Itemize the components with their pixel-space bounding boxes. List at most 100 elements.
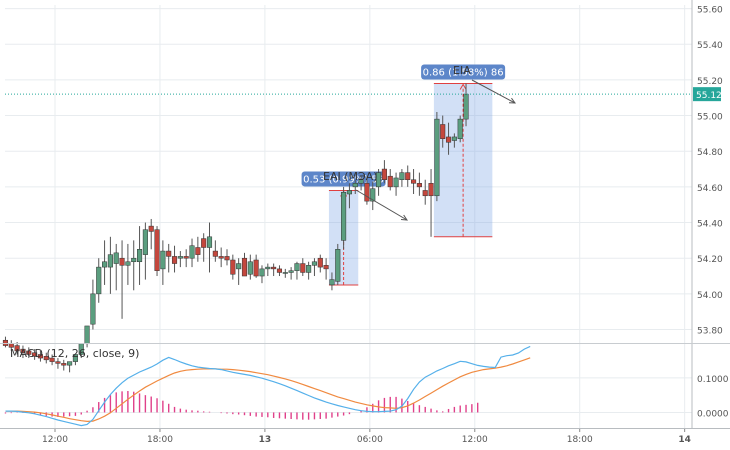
macd-indicator-title: MACD (12, 26, close, 9) [10,347,139,360]
candle-body [2,339,9,346]
candle-body [370,188,376,202]
price-tick-label: 54.40 [697,220,723,230]
candle [428,169,434,237]
measurement-label-box [301,171,386,187]
time-tick-label: 14 [678,435,691,445]
candle-body [294,263,300,271]
measurement-label-box [421,64,506,80]
candle-body [61,363,67,366]
annotation-label: ЕАI (МЭА) [323,170,378,183]
candle [55,358,61,369]
candle-body [154,229,160,271]
candle [137,226,143,285]
macd-tick-label: 0.1000 [697,375,729,385]
last-price-label: 55.12 [696,91,722,101]
candle [160,240,166,285]
candle [323,258,329,280]
candle-body [399,172,405,180]
price-grid [5,5,692,428]
candle [102,240,108,285]
candle-body [201,238,207,248]
candle [282,268,288,278]
candle-body [189,245,195,259]
price-tick-label: 54.80 [697,148,723,158]
candle [61,359,67,371]
candle [311,258,317,277]
candle [212,240,218,262]
candle-body [300,263,306,273]
candle-body [37,354,43,359]
annotation-arrow [355,189,408,221]
candle-body [358,179,364,184]
candle [381,160,387,184]
candle [119,240,125,319]
candle-body [160,250,166,270]
macd-grid [5,377,692,413]
candle [405,165,411,187]
candle-body [335,249,341,282]
candle [376,169,382,196]
candle-body [14,345,20,352]
candle-body [323,265,329,270]
candle [276,265,283,277]
candle [241,252,248,277]
candle-body [230,259,236,275]
candle-body [236,263,242,270]
candle [107,236,113,294]
candle-body [212,250,218,257]
candle-body [32,352,38,357]
candle [201,233,207,262]
candle [67,361,73,373]
candle-body [376,172,382,188]
time-tick-label: 12:00 [42,435,68,445]
candle-body [113,252,119,264]
candle-body [49,357,55,362]
candle-body [241,257,248,277]
candle [236,258,242,285]
candle-body [90,293,96,325]
candle-body [411,179,417,184]
candle [154,226,160,277]
time-tick-label: 13 [259,435,272,445]
candle-body [102,261,108,268]
candle-body [428,183,434,197]
candle [96,258,102,303]
candle-body [445,136,452,143]
price-tick-label: 53.80 [697,327,723,337]
price-tick-label: 55.60 [697,6,723,16]
candle-body [142,229,148,255]
macd-line [5,345,531,427]
candle [183,249,189,268]
candle-body [166,250,172,257]
candle [171,245,178,273]
candle [177,251,183,268]
candle [166,243,172,273]
candle-body [55,361,61,364]
price-tick-label: 54.00 [697,291,723,301]
candle [352,179,358,195]
candle [265,263,271,277]
time-tick-label: 18:00 [147,435,173,445]
candle [32,349,38,360]
candlestick-series [2,83,469,373]
candle [189,238,195,268]
candle-body [288,270,294,273]
candle-body [43,356,49,361]
candle [399,169,405,187]
candle [422,179,428,205]
candle-body [259,268,265,277]
macd-lines [5,345,531,427]
candle [20,345,26,359]
candle-body [67,361,73,366]
measurement-label: 0.53 (0.99%) 53 [303,174,384,185]
time-tick-label: 06:00 [357,435,383,445]
candle-body [119,257,125,266]
candle-body [422,190,428,197]
candle [43,352,49,364]
annotation-arrowhead [400,214,408,221]
time-tick-label: 18:00 [567,435,593,445]
candle [72,354,78,366]
candle-body [416,183,422,188]
candle [218,247,224,268]
candle-body [265,266,271,270]
